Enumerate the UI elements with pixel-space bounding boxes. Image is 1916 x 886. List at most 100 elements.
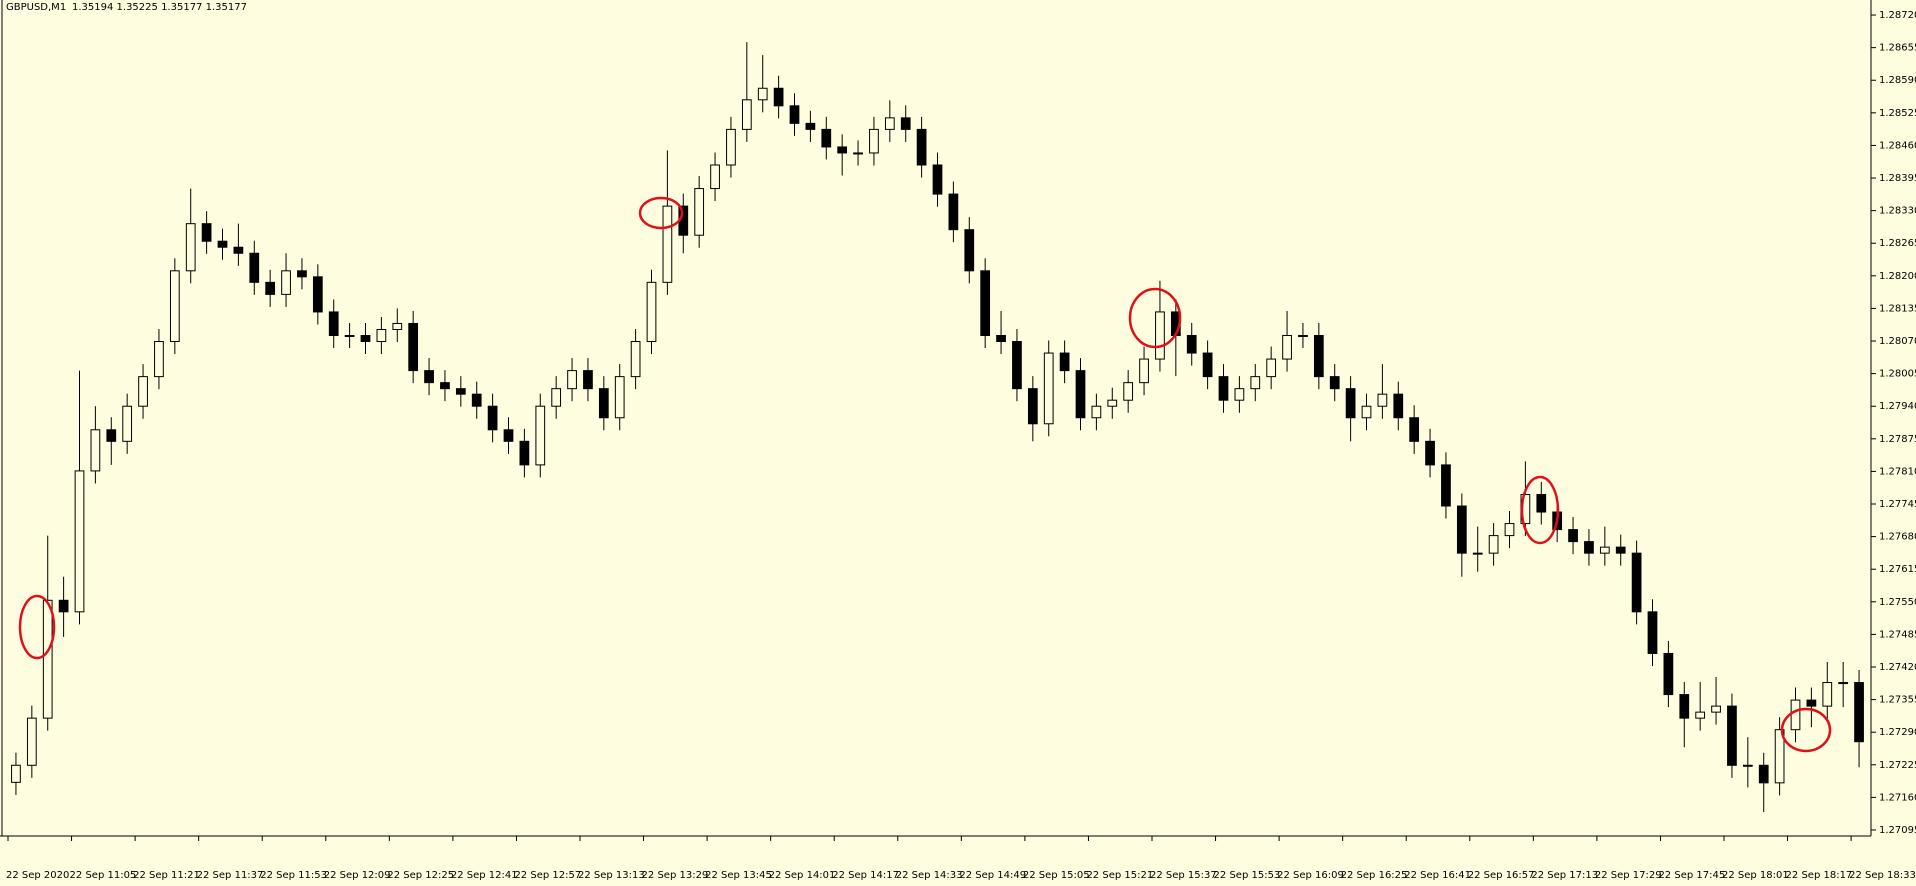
candle-body — [662, 205, 673, 283]
y-tick-label: 1.27615 — [1879, 564, 1916, 575]
candle-body — [1218, 376, 1229, 401]
x-tick-label: 22 Sep 16:57 — [1468, 870, 1535, 881]
y-tick-label: 1.28330 — [1879, 206, 1916, 217]
candle-body — [1361, 405, 1372, 419]
candle-body — [122, 405, 133, 442]
candle-body — [424, 370, 434, 384]
highlight-circle — [638, 196, 684, 230]
x-tick-label: 22 Sep 16:25 — [1341, 870, 1408, 881]
candle-body — [1043, 352, 1054, 425]
candle-body — [932, 164, 943, 195]
candle-body — [1313, 335, 1324, 378]
chart-title: GBPUSD,M1 — [6, 2, 66, 13]
candle-body — [1139, 358, 1149, 384]
candle-body — [1155, 311, 1165, 360]
candle-body — [360, 335, 371, 343]
candle-body — [1329, 376, 1340, 390]
candle-body — [1266, 358, 1277, 378]
candle-body — [710, 164, 720, 190]
y-tick-label: 1.27550 — [1879, 597, 1916, 608]
y-tick-label: 1.28720 — [1879, 10, 1916, 21]
candle-body — [1758, 764, 1769, 784]
candle-body — [1742, 764, 1753, 767]
y-tick-label: 1.27810 — [1879, 466, 1916, 477]
y-tick-label: 1.27290 — [1879, 727, 1916, 738]
y-tick-label: 1.27160 — [1879, 792, 1916, 803]
y-tick-label: 1.27485 — [1879, 629, 1916, 640]
x-tick-label: 22 Sep 12:41 — [451, 870, 518, 881]
candle-body — [1298, 335, 1308, 338]
candle-body — [1727, 705, 1737, 766]
candle-body — [1409, 417, 1420, 442]
highlight-circle — [1780, 707, 1832, 753]
x-tick-label: 22 Sep 11:53 — [260, 870, 327, 881]
candle-body — [900, 117, 911, 130]
candle-body — [741, 99, 752, 130]
x-tick-label: 22 Sep 15:21 — [1086, 870, 1153, 881]
x-tick-label: 22 Sep 17:45 — [1658, 870, 1725, 881]
y-tick-label: 1.28135 — [1879, 303, 1916, 314]
candle-body — [1441, 464, 1451, 507]
candle-body — [281, 270, 291, 295]
x-tick-label: 22 Sep 16:41 — [1404, 870, 1471, 881]
x-tick-label: 22 Sep 2020 — [6, 870, 69, 881]
candle-body — [837, 146, 848, 154]
candle-body — [1631, 552, 1642, 613]
x-tick-label: 22 Sep 11:05 — [70, 870, 137, 881]
candle-body — [1584, 541, 1594, 554]
candle-body — [1234, 388, 1245, 401]
y-tick-label: 1.27940 — [1879, 401, 1916, 412]
y-tick-label: 1.28395 — [1879, 173, 1916, 184]
candle-body — [869, 128, 879, 154]
y-tick-label: 1.28460 — [1879, 140, 1916, 151]
candle-body — [757, 87, 768, 101]
candle-body — [1504, 523, 1515, 537]
candle-body — [1282, 335, 1292, 360]
candle-body — [1663, 652, 1674, 696]
candle-body — [328, 311, 339, 337]
x-tick-label: 22 Sep 17:29 — [1595, 870, 1662, 881]
candle-body — [1599, 546, 1610, 554]
candle-body — [1695, 711, 1706, 719]
candle-body — [1059, 352, 1070, 372]
x-tick-label: 22 Sep 18:17 — [1786, 870, 1853, 881]
x-tick-label: 22 Sep 14:33 — [896, 870, 963, 881]
x-tick-label: 22 Sep 14:01 — [769, 870, 836, 881]
x-tick-label: 22 Sep 15:37 — [1150, 870, 1217, 881]
candle-body — [1838, 682, 1849, 685]
candle-body — [1027, 388, 1038, 425]
y-tick-label: 1.28655 — [1879, 43, 1916, 54]
y-tick-label: 1.28070 — [1879, 336, 1916, 347]
candle-body — [503, 429, 514, 442]
candle-body — [1568, 529, 1578, 543]
y-tick-label: 1.28005 — [1879, 369, 1916, 380]
candle-body — [455, 388, 466, 395]
candle-body — [471, 393, 482, 407]
candle-body — [964, 229, 975, 272]
candle-body — [996, 335, 1006, 343]
candle-body — [1425, 440, 1435, 466]
candle-body — [598, 388, 609, 419]
y-tick-label: 1.27095 — [1879, 825, 1916, 836]
candle-body — [726, 128, 736, 166]
y-tick-label: 1.27745 — [1879, 499, 1916, 510]
x-tick-label: 22 Sep 14:49 — [959, 870, 1026, 881]
candle-body — [773, 87, 784, 107]
candle-body — [1790, 699, 1801, 731]
candle-body — [297, 270, 307, 278]
x-tick-label: 22 Sep 11:21 — [133, 870, 200, 881]
x-tick-label: 22 Sep 13:45 — [705, 870, 772, 881]
candle-body — [169, 270, 180, 343]
x-tick-label: 22 Sep 12:25 — [387, 870, 454, 881]
candle-body — [233, 246, 244, 254]
candle-body — [1250, 376, 1261, 390]
candle-body — [440, 382, 450, 390]
candle-body — [1774, 729, 1785, 784]
highlight-circle — [1128, 287, 1182, 349]
candle-body — [1107, 399, 1118, 407]
candle-body — [948, 193, 959, 231]
y-tick-label: 1.28525 — [1879, 108, 1916, 119]
x-tick-label: 22 Sep 13:29 — [642, 870, 709, 881]
candle-body — [1091, 405, 1102, 419]
